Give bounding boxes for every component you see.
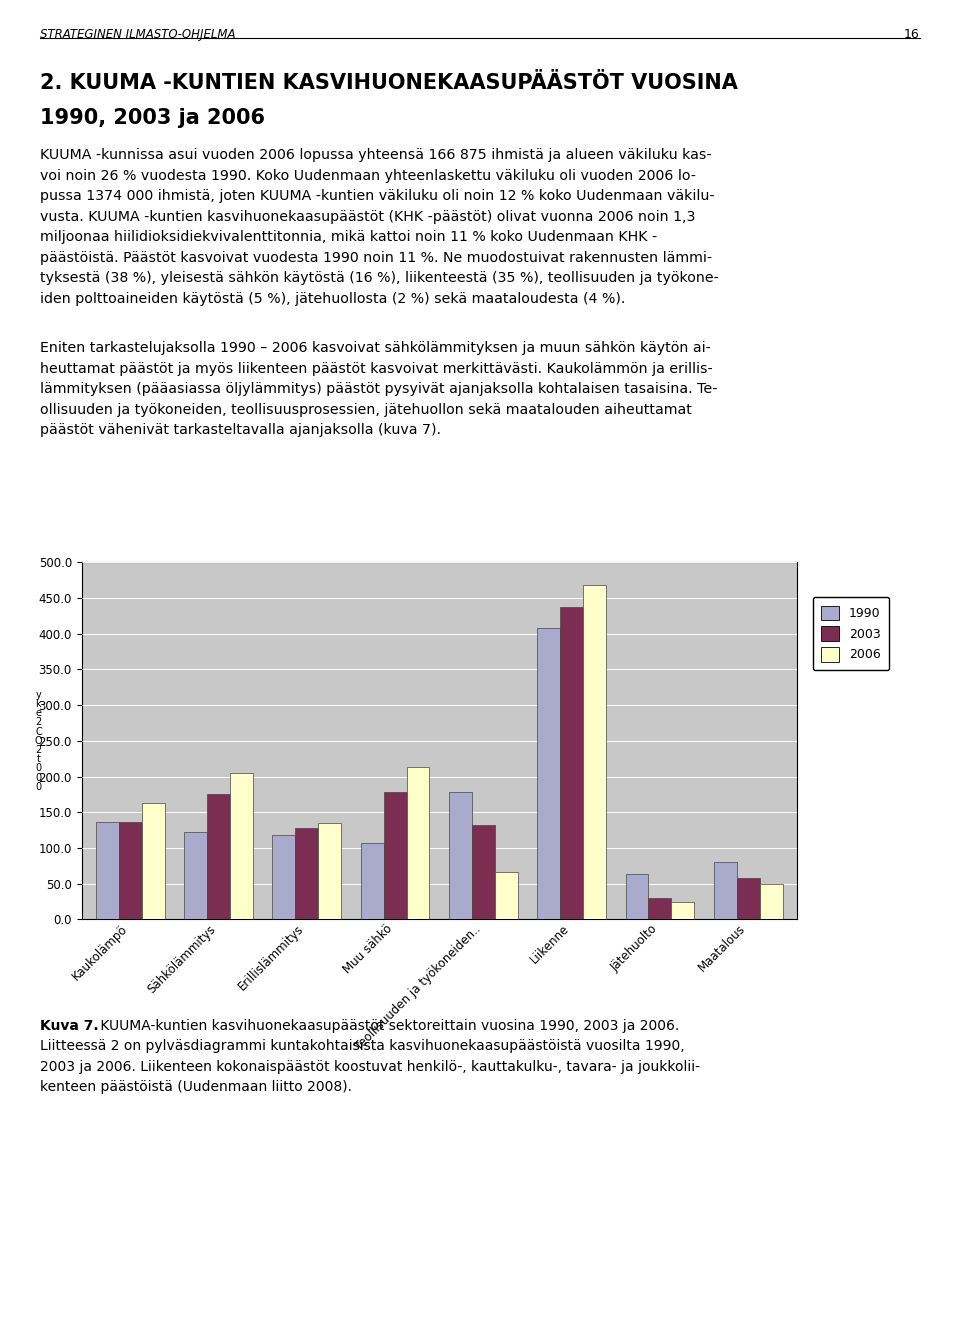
Text: pussa 1374 000 ihmistä, joten KUUMA -kuntien väkiluku oli noin 12 % koko Uudenma: pussa 1374 000 ihmistä, joten KUUMA -kun…	[40, 189, 715, 204]
Bar	[273, 835, 296, 919]
Bar	[472, 826, 494, 919]
Text: 16: 16	[904, 28, 920, 41]
Bar	[384, 792, 406, 919]
Text: Eniten tarkastelujaksolla 1990 – 2006 kasvoivat sähkölämmityksen ja muun sähkön : Eniten tarkastelujaksolla 1990 – 2006 ka…	[40, 341, 711, 356]
Text: kenteen päästöistä (Uudenmaan liitto 2008).: kenteen päästöistä (Uudenmaan liitto 200…	[40, 1080, 352, 1094]
Text: 2003 ja 2006. Liikenteen kokonaispäästöt koostuvat henkilö-, kauttakulku-, tavar: 2003 ja 2006. Liikenteen kokonaispäästöt…	[40, 1060, 701, 1074]
Bar	[538, 628, 561, 919]
Bar	[583, 585, 606, 919]
Bar	[759, 884, 782, 919]
Bar	[561, 606, 583, 919]
Bar	[714, 863, 736, 919]
Text: voi noin 26 % vuodesta 1990. Koko Uudenmaan yhteenlaskettu väkiluku oli vuoden 2: voi noin 26 % vuodesta 1990. Koko Uudenm…	[40, 168, 696, 183]
Bar	[626, 875, 648, 919]
Bar	[449, 792, 472, 919]
Text: 2. KUUMA -KUNTIEN KASVIHUONEKAASUPÄÄSTÖT VUOSINA: 2. KUUMA -KUNTIEN KASVIHUONEKAASUPÄÄSTÖT…	[40, 73, 738, 93]
Text: KUUMA-kuntien kasvihuonekaasupäästöt sektoreittain vuosina 1990, 2003 ja 2006.: KUUMA-kuntien kasvihuonekaasupäästöt sek…	[96, 1019, 680, 1033]
Bar	[361, 843, 384, 919]
Text: 1990, 2003 ja 2006: 1990, 2003 ja 2006	[40, 108, 265, 128]
Text: miljoonaa hiilidioksidiekvivalenttitonnia, mikä kattoi noin 11 % koko Uudenmaan : miljoonaa hiilidioksidiekvivalenttitonni…	[40, 230, 658, 245]
Text: lämmityksen (pääasiassa öljylämmitys) päästöt pysyivät ajanjaksolla kohtalaisen : lämmityksen (pääasiassa öljylämmitys) pä…	[40, 382, 718, 397]
Bar	[494, 872, 517, 919]
Text: tyksestä (38 %), yleisestä sähkön käytöstä (16 %), liikenteestä (35 %), teollisu: tyksestä (38 %), yleisestä sähkön käytös…	[40, 271, 719, 286]
Bar	[184, 832, 207, 919]
Text: ollisuuden ja työkoneiden, teollisuusprosessien, jätehuollon sekä maatalouden ai: ollisuuden ja työkoneiden, teollisuuspro…	[40, 402, 692, 417]
Text: iden polttoaineiden käytöstä (5 %), jätehuollosta (2 %) sekä maataloudesta (4 %): iden polttoaineiden käytöstä (5 %), jäte…	[40, 292, 626, 306]
Text: vusta. KUUMA -kuntien kasvihuonekaasupäästöt (KHK -päästöt) olivat vuonna 2006 n: vusta. KUUMA -kuntien kasvihuonekaasupää…	[40, 209, 696, 224]
Bar	[736, 878, 759, 919]
Legend: 1990, 2003, 2006: 1990, 2003, 2006	[813, 597, 889, 671]
Bar	[318, 823, 341, 919]
Text: päästöt vähenivät tarkasteltavalla ajanjaksolla (kuva 7).: päästöt vähenivät tarkasteltavalla ajanj…	[40, 423, 442, 438]
Bar	[142, 803, 164, 919]
Text: KUUMA -kunnissa asui vuoden 2006 lopussa yhteensä 166 875 ihmistä ja alueen väki: KUUMA -kunnissa asui vuoden 2006 lopussa…	[40, 148, 712, 163]
Text: heuttamat päästöt ja myös liikenteen päästöt kasvoivat merkittävästi. Kaukolämmö: heuttamat päästöt ja myös liikenteen pää…	[40, 361, 713, 376]
Bar	[207, 794, 230, 919]
Bar	[96, 822, 119, 919]
Bar	[119, 822, 142, 919]
Bar	[296, 828, 318, 919]
Bar	[230, 773, 252, 919]
Bar	[648, 898, 671, 919]
Text: Kuva 7.: Kuva 7.	[40, 1019, 99, 1033]
Text: STRATEGINEN ILMASTO-OHJELMA: STRATEGINEN ILMASTO-OHJELMA	[40, 28, 236, 41]
Bar	[406, 767, 429, 919]
Text: Liitteessä 2 on pylväsdiagrammi kuntakohtaisista kasvihuonekaasupäästöistä vuosi: Liitteessä 2 on pylväsdiagrammi kuntakoh…	[40, 1040, 684, 1053]
Text: y
k
e
2
C
O
2
t
0
0
0: y k e 2 C O 2 t 0 0 0	[35, 689, 42, 792]
Text: päästöistä. Päästöt kasvoivat vuodesta 1990 noin 11 %. Ne muodostuivat rakennust: päästöistä. Päästöt kasvoivat vuodesta 1…	[40, 251, 712, 265]
Bar	[671, 902, 694, 919]
